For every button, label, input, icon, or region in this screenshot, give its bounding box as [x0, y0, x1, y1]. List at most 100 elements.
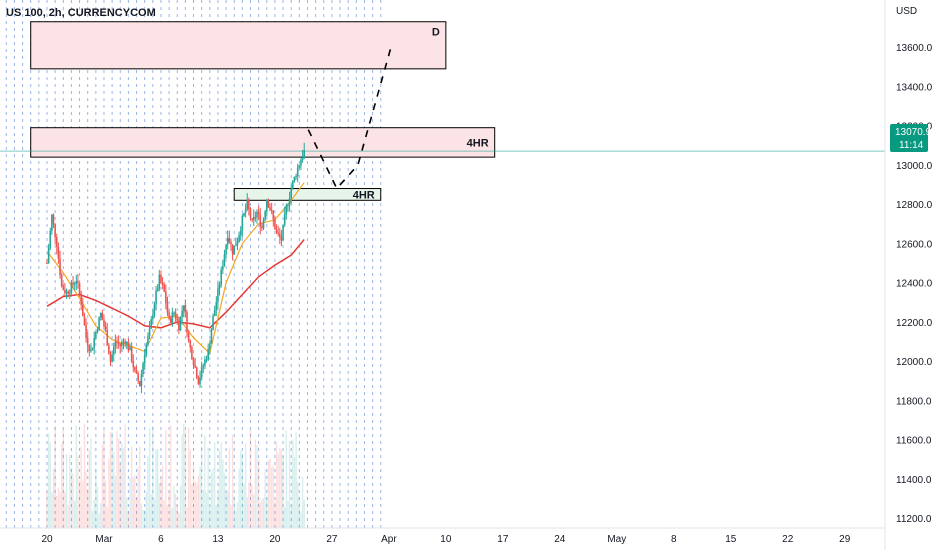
volume-bar	[194, 481, 196, 528]
candle-body	[280, 236, 283, 241]
volume-bar	[280, 449, 283, 528]
volume-bar	[176, 504, 178, 528]
volume-bar	[160, 477, 162, 528]
candle-body	[262, 219, 265, 229]
candle-body	[108, 345, 110, 355]
candle-body	[158, 274, 161, 289]
volume-bar	[103, 429, 105, 528]
y-tick-label: 12600.0	[896, 239, 932, 250]
candle-body	[98, 317, 100, 330]
projection-path	[307, 43, 393, 190]
candle-body	[187, 332, 190, 341]
volume-bar	[106, 506, 108, 528]
candle-body	[93, 337, 96, 348]
candle-body	[179, 316, 182, 331]
volume-bar	[217, 492, 219, 528]
candle-body	[261, 226, 263, 229]
candle-body	[277, 232, 279, 234]
candle-body	[282, 224, 284, 241]
y-tick-label: 12800.0	[896, 200, 932, 211]
volume-bar	[54, 425, 56, 528]
volume-bar	[262, 498, 265, 528]
volume-bar	[199, 466, 201, 528]
y-tick-label: 12200.0	[896, 318, 932, 329]
volume-bar	[96, 486, 99, 528]
volume-bar	[150, 494, 152, 528]
candle-body	[246, 200, 249, 210]
volume-bar	[88, 450, 91, 528]
volume-bar	[220, 441, 222, 528]
x-tick-label: 8	[671, 534, 677, 545]
candle-body	[104, 326, 107, 330]
candle-body	[296, 167, 299, 177]
countdown-timer: 11:14	[899, 140, 924, 151]
volume-bar	[166, 505, 169, 528]
volume-bar	[80, 446, 82, 528]
volume-bar	[197, 475, 200, 528]
volume-bar	[202, 490, 204, 528]
candle-body	[239, 230, 242, 236]
volume-bar	[113, 451, 115, 528]
candle-body	[137, 373, 139, 381]
volume-bar	[277, 453, 279, 528]
candle-body	[150, 319, 152, 329]
volume-bar	[75, 425, 78, 528]
volume-bar	[174, 493, 177, 528]
volume-bar	[85, 470, 87, 528]
x-tick-label: 27	[326, 534, 338, 545]
candle-body	[143, 354, 146, 364]
candle-body	[182, 305, 185, 311]
candle-body	[259, 214, 262, 227]
volume-bar	[298, 496, 301, 528]
volume-bar	[241, 453, 244, 528]
volume-bar	[116, 430, 118, 528]
volume-bar	[179, 485, 182, 528]
candle-body	[225, 244, 227, 255]
volume-bar	[209, 506, 211, 528]
candle-body	[264, 211, 266, 220]
volume-bar	[301, 476, 304, 528]
volume-bar	[270, 467, 273, 528]
candle-body	[228, 238, 231, 242]
candle-body	[233, 246, 236, 255]
currency-label: USD	[896, 6, 917, 17]
candle-body	[135, 370, 138, 374]
candle-body	[176, 319, 179, 321]
candle-body	[270, 210, 273, 212]
volume-bar	[243, 483, 245, 528]
x-tick-label: 13	[212, 534, 224, 545]
zone-0-box	[30, 21, 447, 70]
candle-body	[202, 365, 205, 367]
volume-bar	[253, 494, 255, 528]
candle-body	[165, 291, 167, 304]
volume-bar	[173, 485, 175, 528]
candle-body	[134, 367, 136, 371]
y-tick-label: 11400.0	[896, 475, 932, 486]
candle-body	[292, 181, 294, 189]
volume-bar	[137, 467, 139, 528]
volume-bar	[181, 434, 183, 528]
volume-bar	[259, 502, 261, 528]
volume-bar	[69, 454, 71, 528]
volume-bar	[256, 445, 258, 528]
volume-bar	[91, 511, 94, 528]
candle-body	[244, 209, 247, 213]
candle-body	[166, 303, 169, 313]
candle-body	[223, 254, 226, 267]
volume-bar	[65, 454, 68, 528]
volume-bar	[189, 449, 191, 528]
candle-body	[88, 345, 91, 352]
volume-bar	[288, 440, 291, 528]
candle-body	[148, 328, 151, 337]
volume-bar	[155, 449, 157, 528]
volume-bar	[287, 500, 289, 528]
volume-bar	[196, 483, 198, 528]
candle-body	[80, 294, 82, 305]
candle-body	[254, 217, 257, 219]
volume-bar	[233, 496, 235, 528]
candle-body	[77, 280, 79, 283]
x-tick-label: 20	[269, 534, 281, 545]
candle-body	[303, 149, 306, 158]
volume-bar	[170, 425, 172, 528]
